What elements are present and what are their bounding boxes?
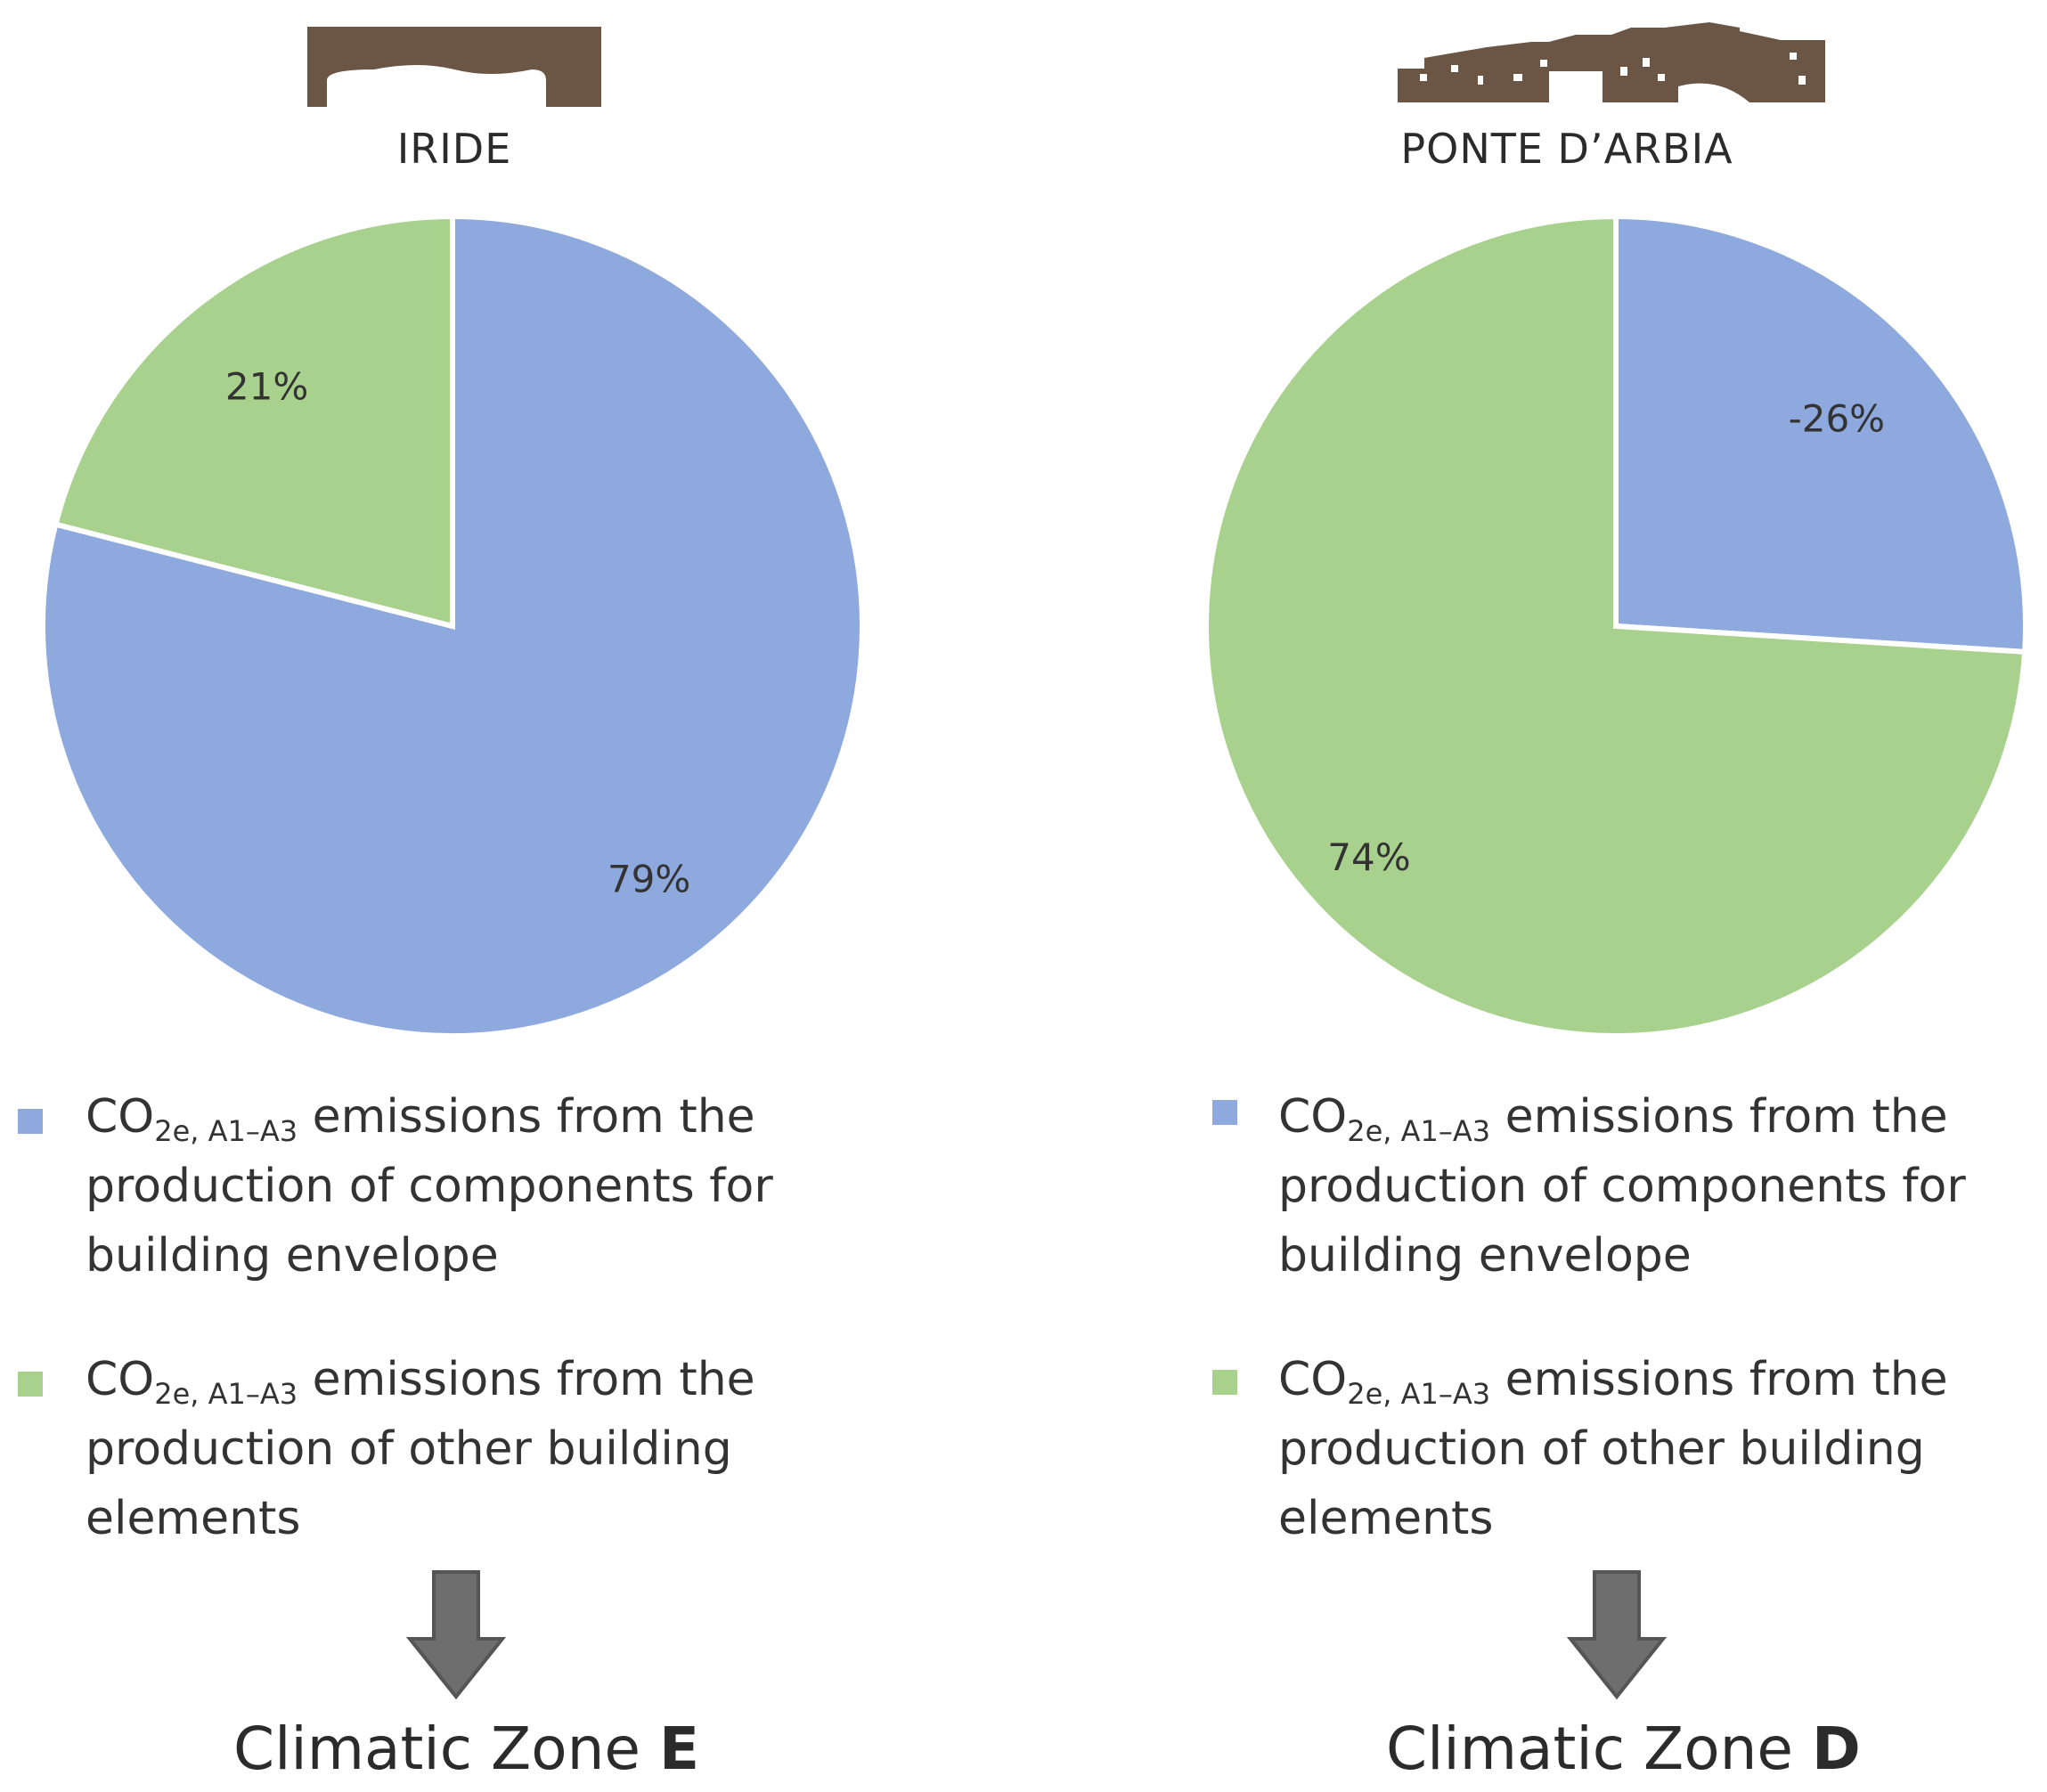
co2-label: CO2e, A1–A3 [86, 1353, 298, 1411]
co2-label: CO2e, A1–A3 [86, 1090, 298, 1148]
pie-slice-other [1203, 213, 2028, 1039]
chart-panel-ponte-darbia: PONTE D’ARBIA -26% 74% CO2e, A1–A3 emissi… [1024, 0, 2047, 1792]
climatic-zone-label: Climatic Zone D [1386, 1715, 1861, 1783]
climatic-zone-value: D [1811, 1715, 1861, 1783]
ponte-darbia-building-icon [1398, 22, 1825, 102]
chart-title: PONTE D’ARBIA [1400, 125, 1733, 173]
slice-label-envelope: 79% [608, 857, 690, 900]
climatic-zone-value: E [658, 1715, 700, 1783]
slice-label-other: 74% [1327, 835, 1410, 879]
pie-slice-envelope [1613, 213, 2028, 656]
legend-label-other: CO2e, A1–A3 emissions from the productio… [1278, 1353, 1948, 1545]
legend-swatch-other [18, 1372, 43, 1397]
co2-label: CO2e, A1–A3 [1278, 1090, 1491, 1148]
legend-label-envelope: CO2e, A1–A3 emissions from the productio… [1278, 1090, 1966, 1283]
chart-panel-iride: IRIDE 79% 21% CO2e, A1–A3 emissions from … [18, 27, 865, 1783]
legend-swatch-envelope [1212, 1100, 1237, 1125]
climatic-zone-label: Climatic Zone E [233, 1715, 700, 1783]
legend-swatch-other [1212, 1370, 1237, 1395]
slice-label-envelope: -26% [1789, 396, 1886, 440]
down-arrow-icon [1566, 1570, 1668, 1700]
pie-slice-other [52, 213, 455, 630]
slice-label-other: 21% [225, 364, 308, 408]
legend-label-other: CO2e, A1–A3 emissions from the productio… [86, 1353, 755, 1545]
legend-swatch-envelope [18, 1109, 43, 1134]
legend-label-envelope: CO2e, A1–A3 emissions from the productio… [86, 1090, 773, 1283]
co2-label: CO2e, A1–A3 [1278, 1353, 1491, 1411]
down-arrow-icon [405, 1570, 507, 1700]
pie-chart-ponte-darbia: -26% 74% [1203, 213, 2028, 1039]
chart-title: IRIDE [396, 125, 512, 173]
pie-chart-iride: 79% 21% [40, 213, 865, 1039]
iride-building-icon [307, 27, 601, 107]
